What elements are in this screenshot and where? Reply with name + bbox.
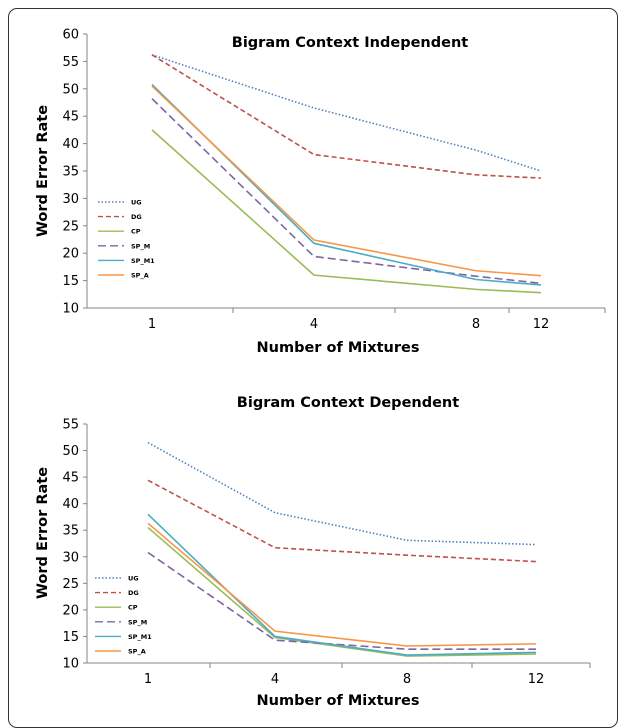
- y-tick-label: 15: [62, 274, 79, 289]
- chart-1-x-axis-label: Number of Mixtures: [257, 340, 420, 356]
- x-tick-label: 4: [271, 672, 279, 687]
- y-tick-label: 10: [62, 657, 79, 672]
- series-line-sp-a: [147, 522, 537, 647]
- chart-2-title: Bigram Context Dependent: [237, 395, 459, 411]
- legend-label: SP_A: [131, 272, 149, 280]
- y-tick-label: 45: [62, 471, 79, 486]
- chart-1-series: [151, 54, 542, 294]
- legend-label: DG: [131, 213, 142, 221]
- y-tick-label: 30: [62, 550, 79, 565]
- chart-1-y-axis-label: Word Error Rate: [35, 105, 51, 237]
- chart-2-legend: UG DG CP SP_M SP_M1 SP_A: [95, 575, 152, 656]
- x-tick-label: 4: [310, 317, 318, 332]
- series-line-sp-m: [151, 98, 542, 285]
- y-tick-label: 45: [62, 110, 79, 125]
- legend-label: CP: [128, 604, 138, 612]
- x-tick-label: 8: [403, 672, 411, 687]
- legend-label: SP_M1: [131, 257, 155, 265]
- y-tick-label: 35: [62, 524, 79, 539]
- series-line-ug: [147, 441, 537, 546]
- y-tick-label: 25: [62, 577, 79, 592]
- y-tick-label: 40: [62, 137, 79, 152]
- legend-label: SP_M1: [128, 633, 152, 641]
- y-tick-label: 35: [62, 165, 79, 180]
- series-line-sp-m1: [147, 513, 537, 656]
- y-tick-label: 10: [62, 302, 79, 317]
- chart-2-ticks: 10 15 20 25 30 35 40 45 50 55 1 4 8 12: [62, 418, 591, 687]
- y-tick-label: 20: [62, 247, 79, 262]
- x-tick-label: 1: [148, 317, 156, 332]
- chart-1-ticks: 10 15 20 25 30 35 40 45 50 55 60 1 4 8 12: [62, 28, 606, 332]
- chart-2-series: [147, 441, 537, 657]
- x-tick-label: 1: [144, 672, 152, 687]
- y-tick-label: 20: [62, 603, 79, 618]
- x-tick-label: 12: [533, 317, 550, 332]
- chart-2: Bigram Context Dependent Number of Mixtu…: [35, 395, 591, 709]
- chart-canvas: Bigram Context Independent Number of Mix…: [35, 28, 606, 709]
- series-line-dg: [151, 54, 542, 179]
- chart-2-x-axis-label: Number of Mixtures: [257, 693, 420, 709]
- y-tick-label: 50: [62, 82, 79, 97]
- y-tick-label: 50: [62, 444, 79, 459]
- chart-1-legend: UG DG CP SP_M SP_M1 SP_A: [98, 199, 155, 280]
- legend-label: UG: [128, 575, 139, 583]
- y-tick-label: 55: [62, 55, 79, 70]
- y-tick-label: 25: [62, 219, 79, 234]
- series-line-cp: [147, 526, 537, 657]
- series-line-cp: [151, 129, 542, 294]
- legend-label: SP_A: [128, 648, 146, 656]
- series-line-sp-a: [151, 85, 542, 277]
- legend-label: SP_M: [131, 242, 150, 250]
- chart-1-title: Bigram Context Independent: [232, 35, 469, 51]
- chart-2-y-axis-label: Word Error Rate: [35, 467, 51, 599]
- x-tick-label: 8: [472, 317, 480, 332]
- x-tick-label: 12: [528, 672, 545, 687]
- y-tick-label: 15: [62, 630, 79, 645]
- legend-label: SP_M: [128, 618, 147, 626]
- series-line-dg: [147, 479, 537, 563]
- series-line-ug: [151, 54, 542, 172]
- chart-1: Bigram Context Independent Number of Mix…: [35, 28, 606, 356]
- legend-label: DG: [128, 589, 139, 597]
- series-line-sp-m1: [151, 83, 542, 286]
- y-tick-label: 55: [62, 418, 79, 433]
- legend-label: CP: [131, 228, 141, 236]
- series-line-sp-m: [147, 551, 536, 650]
- y-tick-label: 40: [62, 497, 79, 512]
- legend-label: UG: [131, 199, 142, 207]
- y-tick-label: 30: [62, 192, 79, 207]
- y-tick-label: 60: [62, 28, 79, 43]
